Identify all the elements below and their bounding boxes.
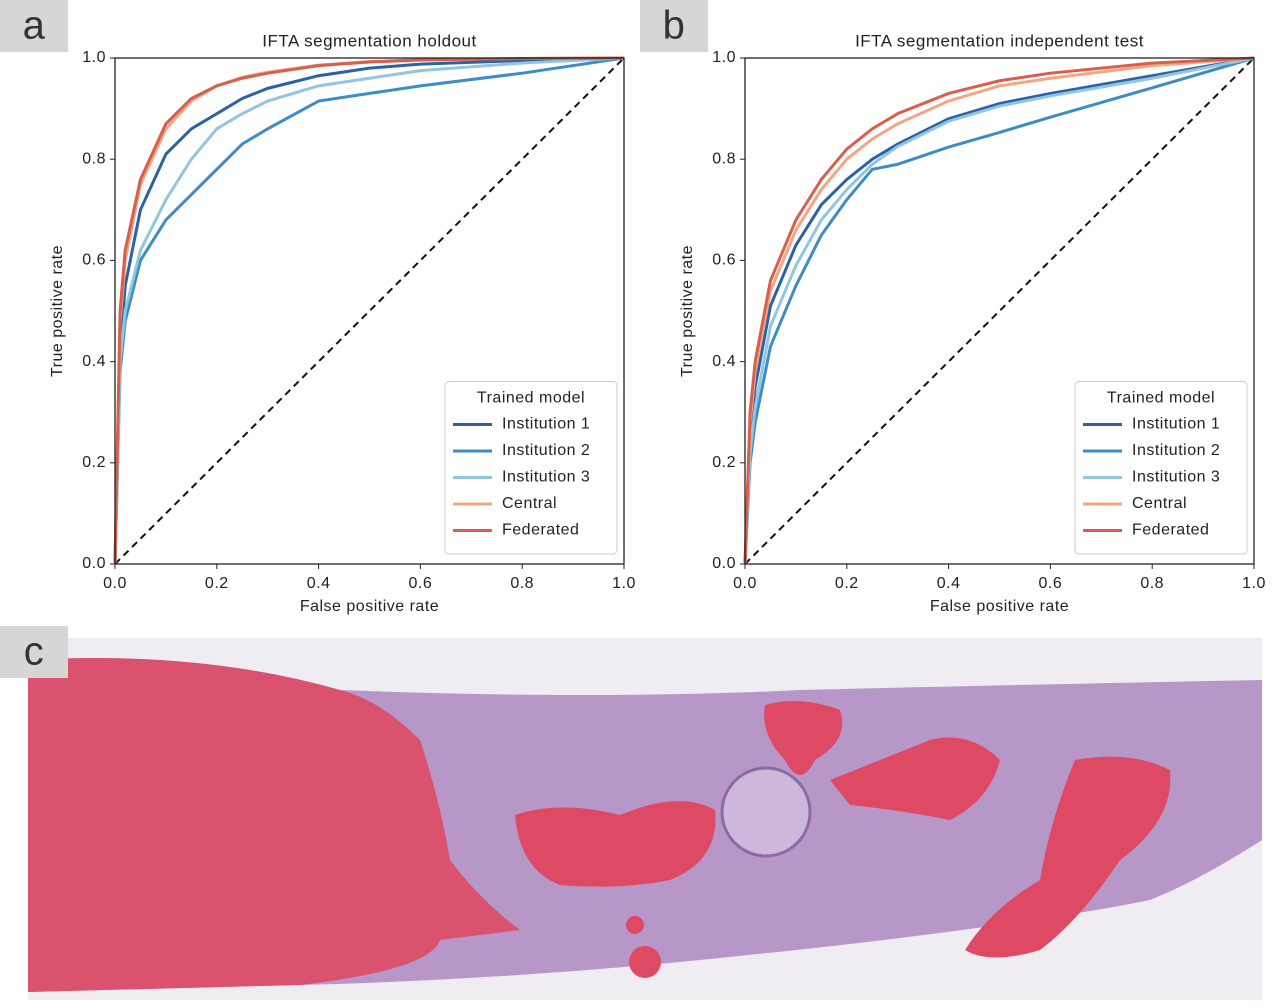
roc-curve [113,56,625,565]
x-axis-label: False positive rate [300,598,439,615]
y-tick-label: 0.8 [712,150,736,167]
legend-label: Federated [1132,522,1209,539]
panel-label: c [24,630,45,674]
x-tick-label: 0.2 [205,575,229,592]
panel-label-box [0,626,68,678]
x-tick-label: 0.0 [103,575,127,592]
panel-label: a [23,4,46,48]
chart: IFTA segmentation holdout False positive … [49,31,636,615]
x-tick-label: 0.4 [307,575,331,592]
x-tick-label: 0.8 [1140,575,1164,592]
x-axis-label: False positive rate [930,598,1069,615]
panel-label-box [640,0,708,52]
legend-title: Trained model [1107,390,1215,407]
legend-label: Institution 1 [502,416,590,433]
roc-curve [113,56,625,565]
y-tick-label: 0.6 [712,252,736,269]
legend-label: Institution 2 [502,442,590,459]
x-tick-label: 0.2 [835,575,859,592]
legend-label: Institution 3 [1132,469,1220,486]
y-tick-label: 0.2 [712,454,736,471]
y-axis-label: True positive rate [49,245,66,377]
x-tick-label: 0.4 [937,575,961,592]
legend-label: Institution 1 [1132,416,1220,433]
legend-label: Federated [502,522,579,539]
tissue-image [28,638,1262,1000]
y-tick-label: 1.0 [82,49,106,66]
chart-title: IFTA segmentation independent test [855,31,1144,50]
legend-label: Central [1132,495,1187,512]
roc-curve [743,56,1255,565]
y-tick-label: 0.4 [712,353,736,370]
roc-curve [113,56,625,565]
chart: IFTA segmentation independent test False … [679,31,1266,615]
x-tick-label: 1.0 [612,575,636,592]
x-tick-label: 0.6 [409,575,433,592]
roc-curve [743,56,1255,565]
chart-title: IFTA segmentation holdout [262,31,476,50]
roc-curve [743,56,1255,565]
y-tick-label: 0.6 [82,252,106,269]
panel-label: b [663,4,686,48]
plot-frame [744,57,1255,565]
roc-curve [743,56,1255,565]
y-tick-label: 0.2 [82,454,106,471]
legend-title: Trained model [477,390,585,407]
x-tick-label: 1.0 [1242,575,1266,592]
y-tick-label: 0.8 [82,150,106,167]
x-tick-label: 0.6 [1039,575,1063,592]
plot-frame [114,57,625,565]
legend-label: Institution 2 [1132,442,1220,459]
y-tick-label: 1.0 [712,49,736,66]
roc-curve [113,56,625,565]
roc-curve [743,56,1255,565]
y-tick-label: 0.4 [82,353,106,370]
panel-label-box [0,0,68,52]
legend-label: Central [502,495,557,512]
x-tick-label: 0.0 [733,575,757,592]
legend-label: Institution 3 [502,469,590,486]
y-tick-label: 0.0 [82,555,106,572]
x-tick-label: 0.8 [510,575,534,592]
y-axis-label: True positive rate [679,245,696,377]
y-tick-label: 0.0 [712,555,736,572]
